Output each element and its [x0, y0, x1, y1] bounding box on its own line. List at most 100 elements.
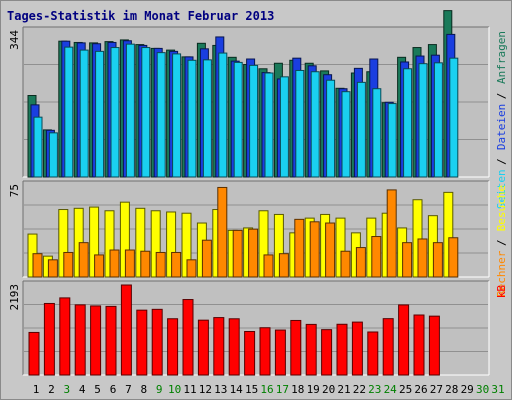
bar-rechner-day-12: [201, 239, 212, 278]
bar-rechner-day-10: [171, 251, 182, 278]
x-tick-label-day-26: 26: [414, 383, 427, 396]
bar-seiten-day-19: [310, 71, 320, 178]
bar-besuche-day-3: [58, 209, 69, 278]
x-tick-label-day-19: 19: [307, 383, 320, 396]
bar-seiten-day-7: [125, 43, 135, 178]
x-tick-label-day-9: 9: [156, 383, 163, 396]
x-tick-label-day-30: 30: [476, 383, 489, 396]
bar-rechner-day-27: [432, 242, 443, 278]
legend-kb: kB: [495, 285, 508, 299]
bar-kb-day-21: [336, 323, 348, 376]
bar-seiten-day-26: [418, 63, 428, 178]
legend-separator: /: [495, 158, 508, 165]
bar-rechner-day-26: [417, 238, 428, 278]
bar-seiten-day-20: [326, 79, 336, 178]
x-tick-label-day-1: 1: [33, 383, 40, 396]
bar-rechner-day-14: [232, 229, 243, 278]
x-tick-label-day-23: 23: [368, 383, 381, 396]
legend-separator: /: [495, 239, 508, 246]
x-tick-label-day-25: 25: [399, 383, 412, 396]
bar-seiten-day-25: [403, 68, 413, 178]
bar-kb-day-6: [105, 305, 117, 376]
bar-rechner-day-1: [32, 253, 43, 278]
legend-separator: /: [495, 93, 508, 100]
x-tick-label-day-2: 2: [48, 383, 55, 396]
x-tick-label-day-27: 27: [430, 383, 443, 396]
bar-rechner-day-3: [63, 251, 74, 278]
x-tick-label-day-20: 20: [322, 383, 335, 396]
bar-kb-day-16: [259, 327, 271, 376]
legend-dateien: Dateien: [495, 104, 508, 150]
bar-kb-day-11: [182, 299, 194, 376]
x-tick-label-day-16: 16: [260, 383, 273, 396]
bar-rechner-day-4: [78, 242, 89, 278]
bar-seiten-day-5: [95, 50, 105, 178]
bar-seiten-day-15: [249, 64, 259, 178]
bar-seiten-day-9: [156, 52, 166, 178]
bar-seiten-day-11: [187, 59, 197, 178]
bar-rechner-day-8: [140, 250, 151, 278]
bar-kb-day-25: [398, 304, 410, 376]
legend-anfragen: Anfragen: [495, 31, 508, 84]
x-tick-label-day-31: 31: [491, 383, 504, 396]
bar-seiten-day-8: [141, 47, 151, 178]
bar-rechner-day-9: [155, 251, 166, 278]
bar-seiten-day-13: [218, 52, 228, 178]
bar-kb-day-9: [151, 308, 163, 376]
x-tick-label-day-12: 12: [199, 383, 212, 396]
bar-rechner-day-15: [248, 228, 259, 278]
bar-kb-day-26: [413, 314, 425, 376]
x-tick-label-day-7: 7: [125, 383, 132, 396]
bar-rechner-day-13: [217, 186, 228, 278]
x-tick-label-day-18: 18: [291, 383, 304, 396]
bar-rechner-day-22: [355, 247, 366, 278]
bar-kb-day-1: [28, 331, 40, 376]
legend-besuche: Besuche: [495, 185, 508, 231]
bar-kb-day-23: [367, 331, 379, 376]
bar-seiten-day-4: [79, 49, 89, 178]
bar-kb-day-27: [428, 315, 440, 376]
x-tick-label-day-10: 10: [168, 383, 181, 396]
bar-seiten-day-23: [372, 88, 382, 178]
bar-kb-day-19: [305, 323, 317, 376]
y-scale-label: 2193: [8, 284, 21, 311]
legend-rechner: Rechner: [495, 250, 508, 297]
bar-kb-day-8: [136, 309, 148, 376]
bar-kb-day-3: [59, 297, 71, 376]
bar-seiten-day-14: [233, 61, 243, 178]
y-scale-label: 75: [8, 184, 21, 197]
bar-kb-day-10: [167, 318, 179, 376]
bar-seiten-day-17: [279, 76, 289, 178]
x-tick-label-day-15: 15: [245, 383, 258, 396]
bar-rechner-day-17: [278, 253, 289, 278]
bar-seiten-day-16: [264, 72, 274, 178]
bar-rechner-day-16: [263, 254, 274, 278]
x-tick-label-day-6: 6: [110, 383, 117, 396]
bar-rechner-day-18: [294, 218, 305, 278]
bar-rechner-day-20: [325, 222, 336, 278]
x-tick-label-day-4: 4: [79, 383, 86, 396]
bar-kb-day-20: [321, 329, 333, 376]
bar-seiten-day-1: [33, 116, 43, 178]
bar-kb-day-7: [120, 284, 132, 376]
x-tick-label-day-24: 24: [384, 383, 398, 396]
bar-rechner-day-23: [371, 236, 382, 278]
chart-title: Tages-Statistik im Monat Februar 2013: [7, 9, 274, 23]
bar-kb-day-2: [43, 302, 55, 376]
bar-seiten-day-24: [387, 103, 397, 178]
bar-seiten-day-10: [172, 53, 182, 178]
bar-kb-day-24: [382, 318, 394, 376]
bar-seiten-day-3: [64, 46, 74, 178]
bar-kb-day-12: [197, 319, 209, 376]
bar-kb-day-5: [90, 305, 102, 376]
x-tick-label-day-13: 13: [214, 383, 227, 396]
x-tick-label-day-21: 21: [337, 383, 350, 396]
x-tick-label-day-8: 8: [140, 383, 147, 396]
bar-kb-day-18: [290, 319, 302, 376]
bar-kb-day-15: [244, 330, 256, 376]
x-tick-label-day-17: 17: [276, 383, 289, 396]
bar-rechner-day-6: [109, 249, 120, 278]
x-tick-label-day-22: 22: [353, 383, 366, 396]
